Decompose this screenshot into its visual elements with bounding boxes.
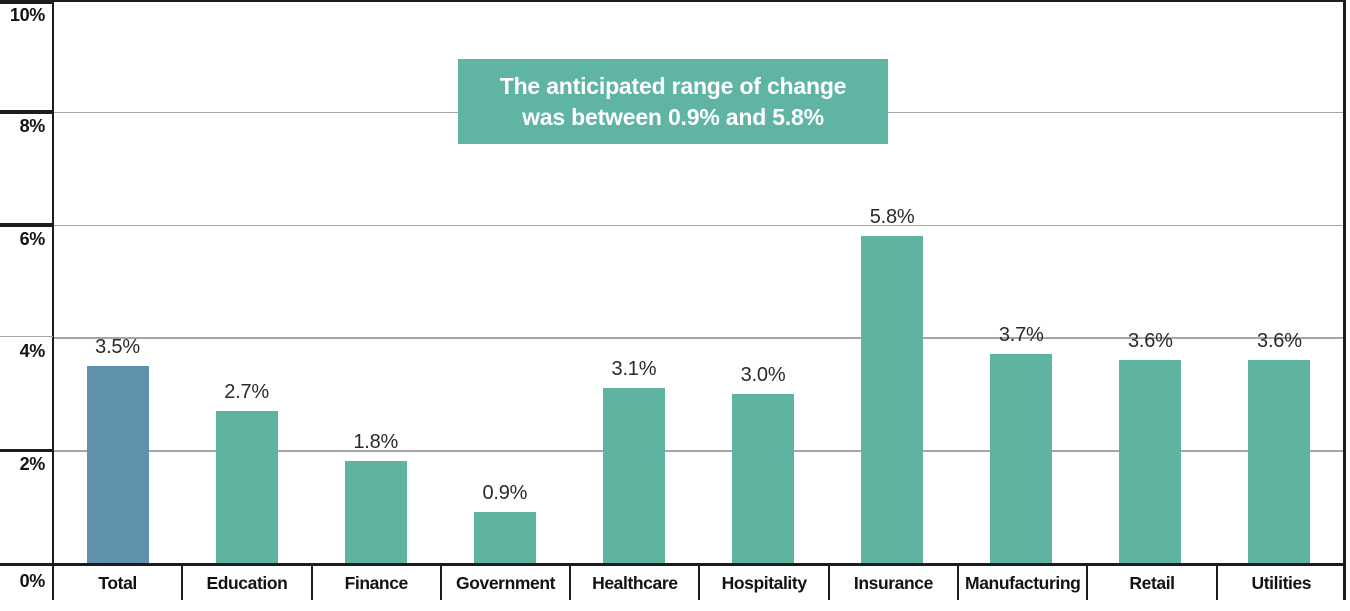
data-label-manufacturing: 3.7%	[998, 324, 1044, 347]
y-tick-4%	[0, 335, 53, 338]
category-label-finance: Finance	[310, 566, 440, 600]
category-label-insurance: Insurance	[827, 566, 957, 600]
bar-hospitality	[732, 393, 795, 563]
bar-retail	[1119, 359, 1182, 563]
bar-manufacturing	[990, 354, 1053, 563]
y-axis-label-2%: 2%	[19, 454, 46, 475]
x-axis-line	[0, 563, 1346, 566]
category-label-hospitality: Hospitality	[698, 566, 827, 600]
data-label-utilities: 3.6%	[1257, 329, 1302, 352]
gridline-4%	[53, 337, 1344, 339]
bar-education	[215, 410, 278, 563]
category-label-healthcare: Healthcare	[569, 566, 698, 600]
annotation-callout: The anticipated range of change was betw…	[458, 59, 888, 144]
y-axis-line	[51, 0, 54, 600]
category-label-total: Total	[98, 572, 137, 593]
bar-healthcare	[602, 388, 665, 563]
data-label-total: 3.5%	[95, 335, 140, 358]
y-tick-6%	[0, 223, 53, 227]
y-axis-label-10%: 10%	[9, 5, 45, 25]
bar-government	[473, 512, 536, 563]
data-label-retail: 3.6%	[1127, 329, 1173, 352]
data-label-hospitality: 3.0%	[740, 363, 786, 386]
y-axis-label-4%: 4%	[19, 341, 46, 362]
category-label-government: Government	[439, 566, 569, 600]
category-label-retail: Retail	[1086, 566, 1215, 600]
annotation-line-2: was between 0.9% and 5.8%	[522, 103, 824, 130]
plot-area: 3.5% 2.7% 1.8% 0.9% 3.1% 3.0% 5.8% 3.7% 3.6% 3.6%	[53, 0, 1344, 563]
category-label-education: Education	[181, 566, 310, 600]
y-axis-label-0%: 0%	[19, 571, 46, 591]
y-tick-2%	[0, 448, 53, 453]
bar-total	[86, 365, 149, 563]
category-axis: Total Education Finance Government Healthcar…	[54, 566, 1345, 600]
data-label-government: 0.9%	[482, 482, 528, 505]
annotation-line-1: The anticipated range of change	[499, 72, 847, 99]
y-axis-label-6%: 6%	[19, 228, 46, 249]
data-label-healthcare: 3.1%	[611, 358, 657, 381]
bar-insurance	[861, 235, 924, 563]
category-label-manufacturing: Manufacturing	[957, 566, 1086, 600]
y-axis-label-8%: 8%	[19, 115, 46, 136]
bar-utilities	[1248, 359, 1311, 563]
gridline-6%	[53, 224, 1344, 226]
gridline-2%	[53, 450, 1344, 452]
y-tick-8%	[0, 110, 53, 114]
category-label-utilities: Utilities	[1215, 566, 1345, 600]
data-label-education: 2.7%	[224, 380, 270, 403]
data-label-insurance: 5.8%	[869, 205, 915, 228]
top-gridline	[0, 0, 1345, 2]
data-label-finance: 1.8%	[353, 431, 399, 454]
y-tick-10%	[0, 0, 53, 4]
bar-finance	[344, 461, 407, 563]
plot-right-border	[1343, 0, 1346, 600]
